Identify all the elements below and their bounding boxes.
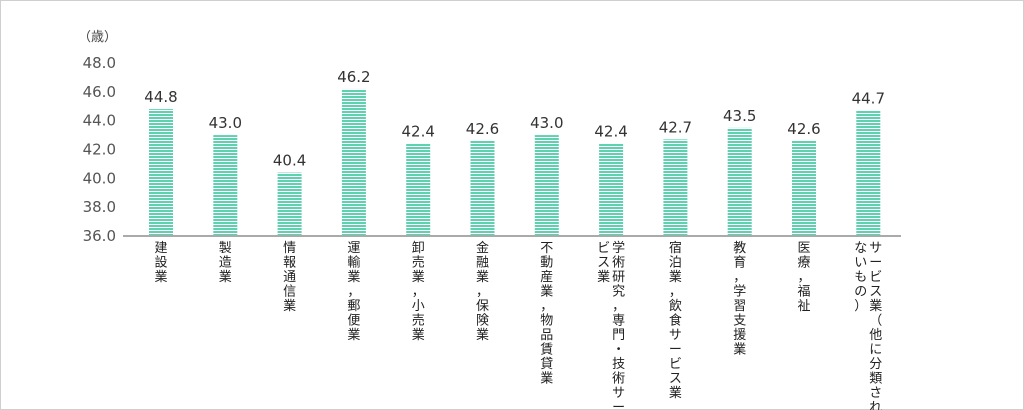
- data-label: 43.0: [209, 114, 242, 132]
- data-label: 44.8: [144, 88, 177, 106]
- bar: [856, 110, 881, 236]
- category-label: 宿泊業，飲食サービス業: [669, 240, 682, 401]
- category-label: サービス業（他に分類され: [869, 241, 882, 410]
- bar: [663, 139, 688, 236]
- category-label: ビス業: [597, 241, 610, 285]
- bar: [470, 140, 495, 236]
- y-axis: 36.0 38.0 40.0 42.0 44.0 46.0 48.0: [83, 54, 116, 245]
- category-label: 情報通信業: [283, 241, 296, 314]
- bar: [341, 88, 366, 236]
- category-label: 教育，学習支援業: [733, 240, 746, 358]
- data-label: 43.5: [723, 107, 756, 125]
- category-label: 製造業: [219, 241, 232, 285]
- data-label: 42.4: [401, 123, 434, 141]
- data-label: 40.4: [273, 152, 306, 170]
- category-label: 運輸業，郵便業: [347, 241, 360, 343]
- category-label: 医療，福祉: [797, 241, 810, 314]
- category-label: 不動産業，物品賃貸業: [540, 241, 553, 387]
- bar: [406, 143, 431, 236]
- bar: [599, 143, 624, 236]
- data-label: 43.0: [530, 114, 563, 132]
- bar: [534, 135, 559, 236]
- category-label: 建設業: [154, 241, 167, 285]
- bar: [149, 109, 173, 236]
- y-tick-label: 38.0: [83, 198, 116, 216]
- y-tick-label: 40.0: [83, 169, 116, 187]
- data-label: 42.6: [787, 120, 820, 138]
- y-tick-label: 42.0: [83, 141, 116, 159]
- data-label: 46.2: [337, 68, 370, 86]
- bars: [149, 88, 881, 236]
- category-label: 卸売業，小売業: [412, 240, 425, 343]
- category-label: 金融業，保険業: [476, 240, 489, 343]
- y-axis-unit-label: （歳）: [78, 30, 117, 45]
- category-label: 学術研究，専門・技術サー: [612, 240, 625, 410]
- data-label: 42.7: [659, 118, 692, 136]
- y-tick-label: 36.0: [83, 227, 116, 245]
- y-tick-label: 48.0: [83, 54, 116, 72]
- data-label: 44.7: [852, 90, 885, 108]
- bar: [792, 140, 816, 236]
- y-tick-label: 46.0: [83, 83, 116, 101]
- data-label: 42.6: [466, 120, 499, 138]
- data-label: 42.4: [594, 123, 627, 141]
- category-label: ないもの）: [854, 241, 867, 314]
- bar: [277, 172, 302, 236]
- category-labels: 建設業 製造業 情報通信業 運輸業，郵便業 卸売業，小売業 金融業，保険業 不動産業，物品賃…: [154, 240, 882, 410]
- bar: [213, 135, 238, 236]
- y-tick-label: 44.0: [83, 112, 116, 130]
- data-labels: 44.8 43.0 40.4 46.2 42.4 42.6 43.0 42.4 42.7 43.5…: [144, 68, 885, 170]
- bar: [727, 127, 752, 236]
